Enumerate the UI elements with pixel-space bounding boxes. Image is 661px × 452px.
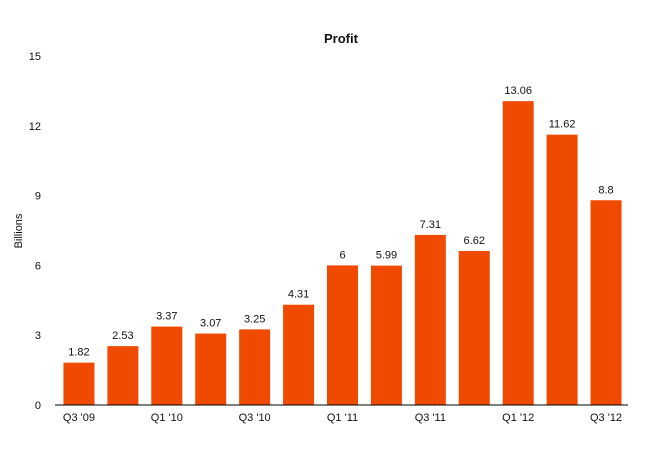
y-tick-label: 6: [35, 260, 41, 272]
x-tick-label: Q1 '12: [502, 412, 534, 424]
y-tick-label: 9: [35, 191, 41, 203]
x-tick-label: Q3 '12: [590, 412, 622, 424]
bar-value-label: 8.8: [598, 184, 613, 196]
bar: [283, 304, 315, 405]
x-axis-tick-labels: Q3 '09 Q1 '10 Q3 '10 Q1 '11 Q3 '11 Q1 '12 Q3 '…: [63, 412, 622, 424]
bar-series: [63, 101, 622, 406]
bar: [327, 265, 358, 405]
x-tick-label: Q1 '10: [151, 412, 183, 424]
bar: [414, 234, 446, 405]
x-tick-label: Q3 '11: [415, 412, 446, 424]
bar-value-label: 3.37: [156, 311, 177, 323]
bar: [590, 200, 622, 405]
bar-value-labels: 1.82 2.53 3.37 3.07 3.25 4.31 6 5.99 7.31 6.62 13.…: [68, 85, 613, 359]
y-axis-ticks: 0 3 6 9 12 15: [29, 51, 41, 412]
bar: [195, 333, 227, 405]
bar-value-label: 3.25: [244, 313, 265, 325]
bar: [107, 346, 139, 405]
bar: [502, 101, 534, 406]
y-tick-label: 0: [35, 400, 41, 412]
bar-value-label: 6.62: [464, 235, 485, 247]
y-tick-label: 15: [29, 51, 41, 63]
bar: [546, 134, 578, 405]
x-tick-label: Q3 '10: [239, 412, 271, 424]
bar: [151, 326, 183, 405]
bar: [458, 250, 490, 405]
bar-value-label: 3.07: [200, 318, 221, 330]
bar-value-label: 11.62: [549, 119, 576, 131]
x-tick-label: Q1 '11: [327, 412, 358, 424]
y-tick-label: 12: [29, 121, 41, 133]
bar-value-label: 5.99: [376, 250, 397, 262]
bar-value-label: 7.31: [420, 219, 441, 231]
bar-value-label: 6: [339, 249, 345, 261]
chart-title: Profit: [324, 31, 359, 46]
bar-value-label: 4.31: [288, 289, 309, 301]
bar-value-label: 1.82: [68, 347, 89, 359]
bar: [63, 362, 95, 405]
y-tick-label: 3: [35, 330, 41, 342]
bar: [370, 265, 402, 405]
bar-value-label: 13.06: [504, 85, 532, 97]
y-axis-label: Billions: [13, 213, 25, 248]
bar: [239, 329, 271, 405]
bar-value-label: 2.53: [112, 330, 133, 342]
x-tick-label: Q3 '09: [63, 412, 95, 424]
